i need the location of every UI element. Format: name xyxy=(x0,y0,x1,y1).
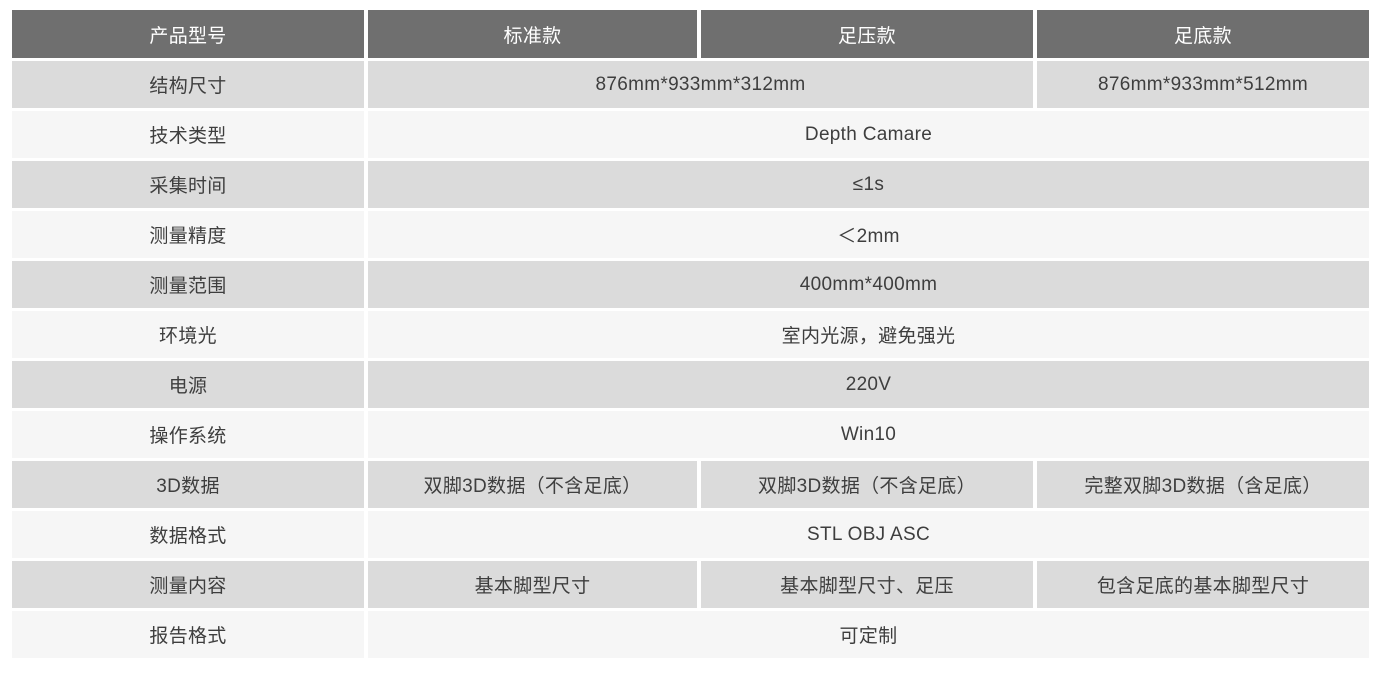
spec-value: 双脚3D数据（不含足底） xyxy=(368,461,697,508)
table-row: 采集时间 ≤1s xyxy=(12,161,1369,208)
spec-value: 400mm*400mm xyxy=(368,261,1369,308)
table-row: 3D数据 双脚3D数据（不含足底） 双脚3D数据（不含足底） 完整双脚3D数据（… xyxy=(12,461,1369,508)
spec-value: 室内光源，避免强光 xyxy=(368,311,1369,358)
spec-label: 技术类型 xyxy=(12,111,364,158)
table-header-row: 产品型号 标准款 足压款 足底款 xyxy=(12,10,1369,58)
spec-value: 双脚3D数据（不含足底） xyxy=(701,461,1033,508)
spec-value: Depth Camare xyxy=(368,111,1369,158)
spec-label: 测量精度 xyxy=(12,211,364,258)
product-spec-table: 产品型号 标准款 足压款 足底款 结构尺寸 876mm*933mm*312mm … xyxy=(8,7,1373,661)
spec-label: 测量范围 xyxy=(12,261,364,308)
spec-value: Win10 xyxy=(368,411,1369,458)
table-row: 结构尺寸 876mm*933mm*312mm 876mm*933mm*512mm xyxy=(12,61,1369,108)
spec-label: 电源 xyxy=(12,361,364,408)
table-row: 操作系统 Win10 xyxy=(12,411,1369,458)
header-foot-sole-model: 足底款 xyxy=(1037,10,1369,58)
spec-label: 结构尺寸 xyxy=(12,61,364,108)
table-row: 电源 220V xyxy=(12,361,1369,408)
spec-value: ＜2mm xyxy=(368,211,1369,258)
spec-value: ≤1s xyxy=(368,161,1369,208)
table-row: 数据格式 STL OBJ ASC xyxy=(12,511,1369,558)
spec-label: 3D数据 xyxy=(12,461,364,508)
header-product-model: 产品型号 xyxy=(12,10,364,58)
spec-value: 基本脚型尺寸、足压 xyxy=(701,561,1033,608)
spec-value: STL OBJ ASC xyxy=(368,511,1369,558)
header-foot-pressure-model: 足压款 xyxy=(701,10,1033,58)
table-row: 报告格式 可定制 xyxy=(12,611,1369,658)
spec-label: 测量内容 xyxy=(12,561,364,608)
table-row: 测量范围 400mm*400mm xyxy=(12,261,1369,308)
spec-label: 操作系统 xyxy=(12,411,364,458)
header-standard-model: 标准款 xyxy=(368,10,697,58)
spec-value: 可定制 xyxy=(368,611,1369,658)
spec-label: 环境光 xyxy=(12,311,364,358)
spec-value: 包含足底的基本脚型尺寸 xyxy=(1037,561,1369,608)
spec-value: 220V xyxy=(368,361,1369,408)
spec-label: 数据格式 xyxy=(12,511,364,558)
spec-value: 基本脚型尺寸 xyxy=(368,561,697,608)
table-row: 环境光 室内光源，避免强光 xyxy=(12,311,1369,358)
spec-value: 876mm*933mm*512mm xyxy=(1037,61,1369,108)
table-row: 测量内容 基本脚型尺寸 基本脚型尺寸、足压 包含足底的基本脚型尺寸 xyxy=(12,561,1369,608)
spec-label: 报告格式 xyxy=(12,611,364,658)
table-row: 技术类型 Depth Camare xyxy=(12,111,1369,158)
spec-value: 完整双脚3D数据（含足底） xyxy=(1037,461,1369,508)
spec-value: 876mm*933mm*312mm xyxy=(368,61,1033,108)
spec-label: 采集时间 xyxy=(12,161,364,208)
table-row: 测量精度 ＜2mm xyxy=(12,211,1369,258)
